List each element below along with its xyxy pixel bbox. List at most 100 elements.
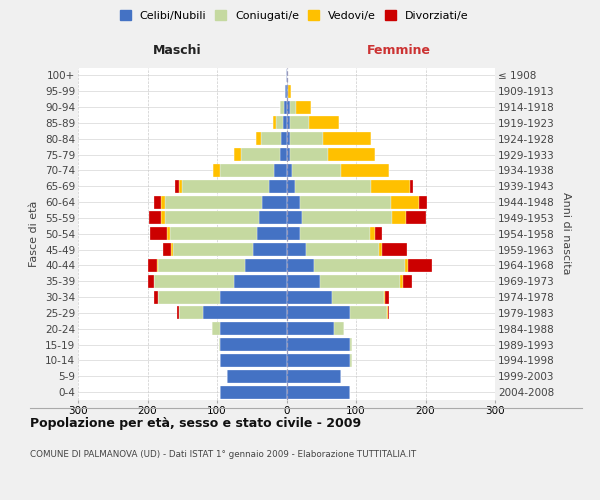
- Bar: [157, 259, 158, 272]
- Bar: [163, 243, 171, 256]
- Bar: [179, 180, 182, 192]
- Bar: [154, 275, 235, 287]
- Bar: [290, 148, 328, 161]
- Bar: [287, 243, 306, 256]
- Bar: [341, 164, 389, 177]
- Bar: [285, 85, 287, 98]
- Bar: [382, 243, 407, 256]
- Bar: [302, 212, 392, 224]
- Bar: [290, 116, 310, 130]
- Bar: [287, 259, 314, 272]
- Bar: [287, 354, 350, 367]
- Bar: [281, 132, 287, 145]
- Bar: [286, 69, 287, 82]
- Bar: [287, 85, 288, 98]
- Bar: [392, 212, 406, 224]
- Bar: [323, 132, 371, 145]
- Bar: [301, 196, 391, 208]
- Bar: [220, 164, 274, 177]
- Bar: [269, 180, 287, 192]
- Bar: [287, 180, 295, 192]
- Bar: [314, 259, 404, 272]
- Bar: [388, 306, 389, 320]
- Bar: [287, 148, 290, 161]
- Bar: [287, 164, 292, 177]
- Bar: [274, 164, 287, 177]
- Bar: [203, 306, 287, 320]
- Bar: [287, 196, 301, 208]
- Bar: [410, 180, 413, 192]
- Bar: [280, 148, 287, 161]
- Bar: [257, 228, 287, 240]
- Bar: [287, 275, 320, 287]
- Bar: [284, 100, 287, 114]
- Bar: [154, 196, 161, 208]
- Bar: [235, 275, 287, 287]
- Bar: [290, 100, 296, 114]
- Bar: [161, 196, 165, 208]
- Bar: [350, 354, 352, 367]
- Bar: [272, 116, 276, 130]
- Bar: [182, 180, 269, 192]
- Bar: [171, 243, 173, 256]
- Bar: [328, 148, 376, 161]
- Bar: [165, 196, 262, 208]
- Bar: [406, 212, 425, 224]
- Bar: [173, 243, 253, 256]
- Bar: [170, 228, 257, 240]
- Bar: [287, 290, 332, 304]
- Bar: [178, 306, 179, 320]
- Bar: [292, 164, 341, 177]
- Bar: [408, 259, 433, 272]
- Bar: [287, 306, 350, 320]
- Bar: [259, 212, 287, 224]
- Bar: [262, 132, 281, 145]
- Bar: [235, 148, 241, 161]
- Text: Femmine: Femmine: [367, 44, 431, 58]
- Bar: [287, 132, 290, 145]
- Bar: [287, 100, 290, 114]
- Bar: [287, 386, 350, 398]
- Y-axis label: Anni di nascita: Anni di nascita: [561, 192, 571, 275]
- Bar: [158, 290, 220, 304]
- Bar: [384, 290, 385, 304]
- Bar: [403, 275, 412, 287]
- Bar: [370, 228, 376, 240]
- Bar: [310, 116, 338, 130]
- Bar: [262, 196, 287, 208]
- Y-axis label: Fasce di età: Fasce di età: [29, 200, 40, 267]
- Bar: [161, 212, 165, 224]
- Bar: [404, 259, 408, 272]
- Bar: [296, 100, 311, 114]
- Bar: [227, 370, 287, 382]
- Bar: [288, 85, 292, 98]
- Bar: [287, 212, 302, 224]
- Bar: [376, 228, 382, 240]
- Bar: [220, 322, 287, 335]
- Bar: [301, 228, 370, 240]
- Bar: [280, 100, 284, 114]
- Bar: [287, 338, 350, 351]
- Legend: Celibi/Nubili, Coniugati/e, Vedovi/e, Divorziati/e: Celibi/Nubili, Coniugati/e, Vedovi/e, Di…: [118, 8, 470, 24]
- Bar: [154, 290, 158, 304]
- Bar: [245, 259, 287, 272]
- Bar: [220, 290, 287, 304]
- Bar: [287, 228, 301, 240]
- Bar: [167, 228, 170, 240]
- Bar: [287, 322, 334, 335]
- Bar: [212, 322, 220, 335]
- Bar: [350, 306, 386, 320]
- Bar: [385, 290, 389, 304]
- Bar: [220, 354, 287, 367]
- Bar: [220, 386, 287, 398]
- Bar: [320, 275, 400, 287]
- Bar: [179, 306, 203, 320]
- Bar: [241, 148, 280, 161]
- Bar: [256, 132, 262, 145]
- Text: Popolazione per età, sesso e stato civile - 2009: Popolazione per età, sesso e stato civil…: [30, 418, 361, 430]
- Bar: [290, 132, 323, 145]
- Bar: [371, 180, 410, 192]
- Bar: [158, 259, 245, 272]
- Bar: [219, 338, 220, 351]
- Bar: [175, 180, 179, 192]
